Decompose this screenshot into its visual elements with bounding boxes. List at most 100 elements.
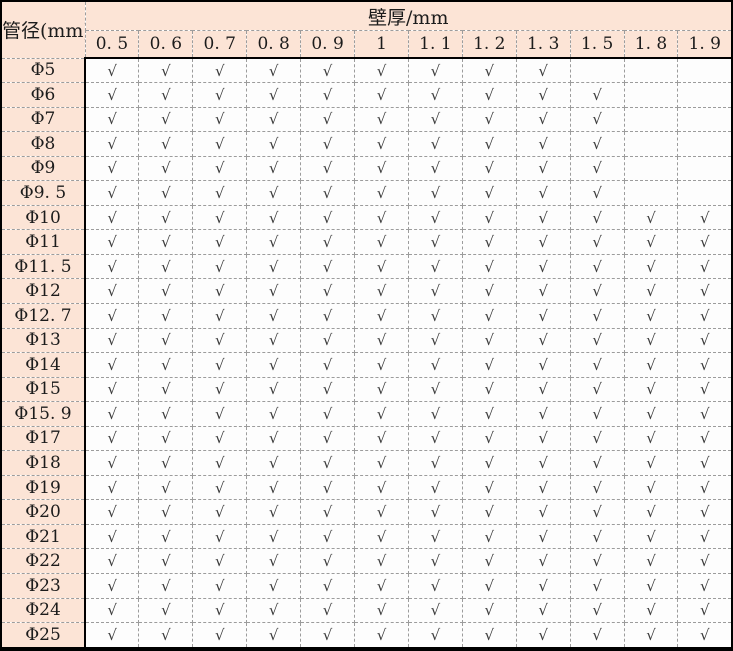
check-cell: √ <box>461 155 517 182</box>
check-cell: √ <box>677 572 733 599</box>
check-cell: √ <box>300 278 356 304</box>
table-row: Φ9 √ √ √ √ √ √ √ √ √ √ <box>0 155 733 182</box>
row-label: Φ12. 7 <box>0 302 86 329</box>
check-cell: √ <box>569 82 625 108</box>
check-cell: √ <box>407 425 463 452</box>
check-cell: √ <box>138 499 194 525</box>
check-cell: √ <box>354 204 409 231</box>
check-cell: √ <box>84 548 140 574</box>
check-cell: √ <box>407 278 463 304</box>
check-cell: √ <box>300 82 356 108</box>
check-cell: √ <box>138 204 194 231</box>
check-cell: √ <box>246 253 302 280</box>
check-cell: √ <box>677 229 733 255</box>
check-cell: √ <box>300 450 356 476</box>
check-cell: √ <box>677 376 733 403</box>
check-cell: √ <box>246 474 302 501</box>
row-label: Φ15. 9 <box>0 401 86 427</box>
check-cell: √ <box>677 302 733 329</box>
check-cell: √ <box>461 57 517 84</box>
table-row: Φ25 √ √ √ √ √ √ √ √ √ √ √ √ <box>0 622 733 650</box>
check-cell: √ <box>84 523 140 550</box>
empty-cell <box>623 82 679 108</box>
check-cell: √ <box>623 425 679 452</box>
check-cell: √ <box>300 425 356 452</box>
check-cell: √ <box>84 572 140 599</box>
check-cell: √ <box>84 82 140 108</box>
check-cell: √ <box>192 523 248 550</box>
check-cell: √ <box>515 57 571 84</box>
check-cell: √ <box>515 425 571 452</box>
check-cell: √ <box>515 597 571 624</box>
check-cell: √ <box>246 204 302 231</box>
check-cell: √ <box>569 106 625 133</box>
check-cell: √ <box>623 450 679 476</box>
check-cell: √ <box>192 204 248 231</box>
check-cell: √ <box>515 572 571 599</box>
check-cell: √ <box>461 82 517 108</box>
check-cell: √ <box>354 352 409 378</box>
check-cell: √ <box>461 597 517 624</box>
table-row: Φ8 √ √ √ √ √ √ √ √ √ √ <box>0 131 733 157</box>
check-cell: √ <box>569 499 625 525</box>
check-cell: √ <box>300 57 356 84</box>
check-cell: √ <box>300 499 356 525</box>
empty-cell <box>569 57 625 84</box>
check-cell: √ <box>407 376 463 403</box>
check-cell: √ <box>569 474 625 501</box>
check-cell: √ <box>677 204 733 231</box>
table-row: Φ11 √ √ √ √ √ √ √ √ √ √ √ √ <box>0 229 733 255</box>
col-header: 1. 9 <box>677 30 733 59</box>
check-cell: √ <box>623 204 679 231</box>
check-cell: √ <box>623 597 679 624</box>
check-cell: √ <box>300 155 356 182</box>
check-cell: √ <box>407 155 463 182</box>
check-cell: √ <box>677 499 733 525</box>
check-cell: √ <box>461 523 517 550</box>
check-cell: √ <box>569 302 625 329</box>
empty-cell <box>677 57 733 84</box>
check-cell: √ <box>138 278 194 304</box>
check-cell: √ <box>677 327 733 354</box>
check-cell: √ <box>407 253 463 280</box>
check-cell: √ <box>192 622 248 650</box>
check-cell: √ <box>300 523 356 550</box>
table-body: Φ5 √ √ √ √ √ √ √ √ √ Φ6 √ √ √ √ √ √ √ √ √ √ Φ7 √ √ √ √ √ √ √ √ √ √ Φ8 √ √ √… <box>0 57 733 650</box>
check-cell: √ <box>623 499 679 525</box>
check-cell: √ <box>623 352 679 378</box>
check-cell: √ <box>246 155 302 182</box>
check-cell: √ <box>246 131 302 157</box>
check-cell: √ <box>515 278 571 304</box>
check-cell: √ <box>569 597 625 624</box>
check-cell: √ <box>677 278 733 304</box>
check-cell: √ <box>461 376 517 403</box>
check-cell: √ <box>461 229 517 255</box>
check-cell: √ <box>354 376 409 403</box>
check-cell: √ <box>461 401 517 427</box>
col-header: 0. 8 <box>246 30 302 59</box>
check-cell: √ <box>192 450 248 476</box>
table-row: Φ17 √ √ √ √ √ √ √ √ √ √ √ √ <box>0 425 733 452</box>
check-cell: √ <box>569 523 625 550</box>
check-cell: √ <box>515 499 571 525</box>
check-cell: √ <box>407 597 463 624</box>
check-cell: √ <box>569 450 625 476</box>
check-cell: √ <box>677 352 733 378</box>
check-cell: √ <box>407 57 463 84</box>
empty-cell <box>677 180 733 206</box>
empty-cell <box>623 131 679 157</box>
check-cell: √ <box>84 155 140 182</box>
row-label: Φ14 <box>0 352 86 378</box>
check-cell: √ <box>569 622 625 650</box>
check-cell: √ <box>354 253 409 280</box>
check-cell: √ <box>84 131 140 157</box>
check-cell: √ <box>192 572 248 599</box>
check-cell: √ <box>515 474 571 501</box>
check-cell: √ <box>300 106 356 133</box>
check-cell: √ <box>354 82 409 108</box>
check-cell: √ <box>192 352 248 378</box>
check-cell: √ <box>246 450 302 476</box>
check-cell: √ <box>192 376 248 403</box>
check-cell: √ <box>192 425 248 452</box>
